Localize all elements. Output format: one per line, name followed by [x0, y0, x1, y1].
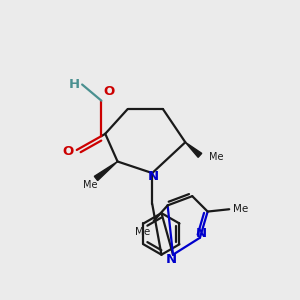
- Text: Me: Me: [135, 227, 150, 237]
- Text: N: N: [166, 253, 177, 266]
- Polygon shape: [94, 161, 118, 181]
- Text: N: N: [148, 169, 159, 183]
- Text: N: N: [196, 227, 207, 240]
- Text: O: O: [62, 145, 74, 158]
- Text: H: H: [69, 78, 80, 91]
- Polygon shape: [185, 142, 202, 158]
- Text: Me: Me: [209, 152, 224, 162]
- Text: Me: Me: [82, 180, 97, 190]
- Text: O: O: [103, 85, 114, 98]
- Text: Me: Me: [233, 204, 248, 214]
